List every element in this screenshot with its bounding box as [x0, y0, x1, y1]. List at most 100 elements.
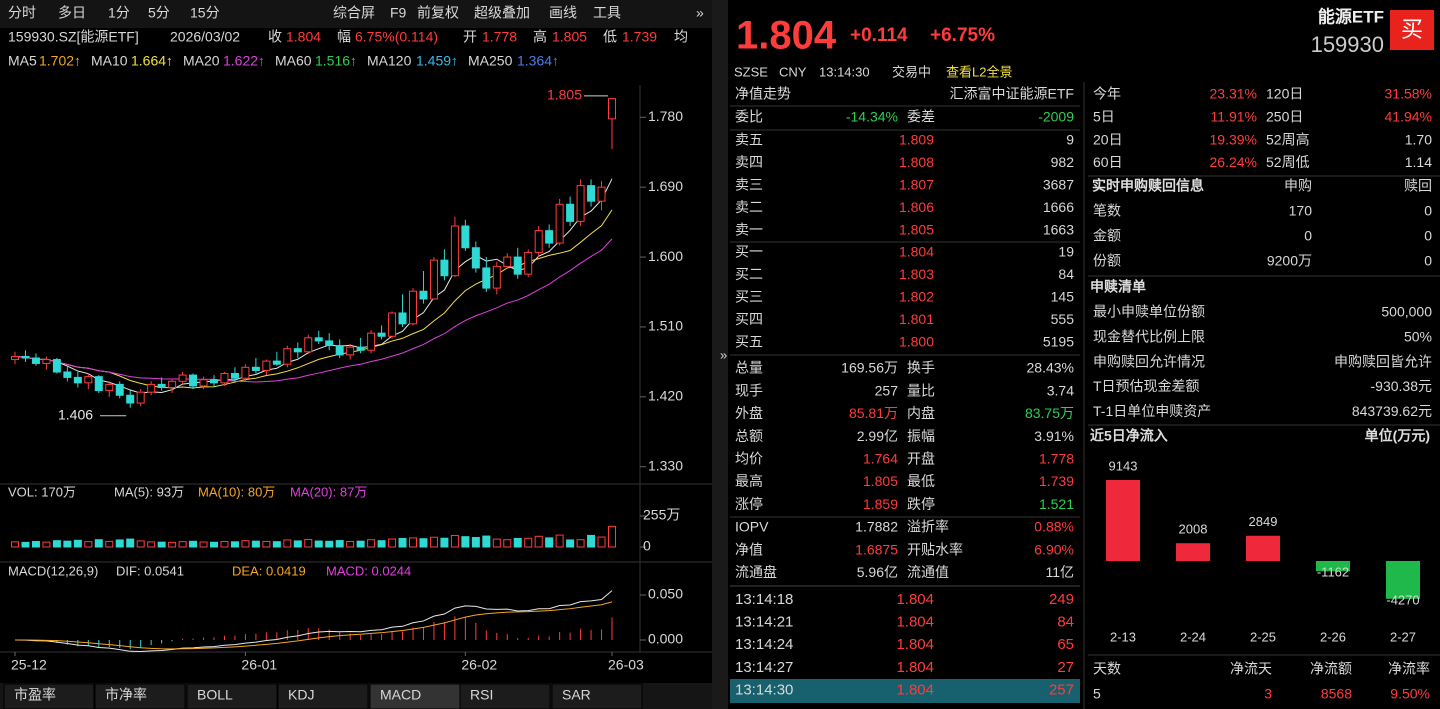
volume-bar	[178, 541, 187, 548]
flow-date: 2-27	[1390, 629, 1416, 644]
tool-button[interactable]: 超级叠加	[474, 5, 530, 21]
quote-range_label: 幅	[337, 29, 351, 45]
stat-label: 总量	[735, 360, 763, 376]
x-tick-label: 26-02	[461, 657, 497, 673]
volume-bar	[11, 541, 19, 548]
stat-label: 开贴水率	[907, 541, 963, 557]
volume-bar	[21, 541, 30, 548]
indicator-tab[interactable]: RSI	[470, 687, 493, 703]
indicator-tab[interactable]: BOLL	[197, 687, 233, 703]
volume-bar	[293, 540, 302, 548]
indicator-tab[interactable]: 市净率	[105, 687, 147, 703]
period-tab[interactable]: 15分	[190, 5, 220, 21]
sell-volume: 3687	[1043, 177, 1074, 193]
return-value: 31.58%	[1385, 86, 1432, 102]
buy-level: 买五	[735, 333, 763, 349]
trade-time: 13:14:21	[735, 614, 793, 631]
stat-label: 最低	[907, 473, 935, 489]
candle-body	[555, 203, 564, 244]
volume-bar	[42, 541, 51, 548]
return-label: 今年	[1093, 86, 1121, 102]
volume-bar	[555, 534, 564, 548]
tool-button[interactable]: 前复权	[417, 5, 459, 21]
period-tab[interactable]: 1分	[108, 5, 130, 21]
section-title: 申赎清单	[1090, 279, 1146, 295]
collapse-left[interactable]: »	[696, 5, 704, 21]
stat-value: 11亿	[1045, 564, 1074, 580]
stat-value: 0.88%	[1034, 519, 1074, 535]
candle-body	[304, 337, 313, 353]
return-label: 250日	[1266, 109, 1303, 125]
trade-time: 13:14:27	[735, 659, 793, 676]
tool-button[interactable]: 综合屏	[333, 5, 375, 21]
candle-body	[576, 185, 585, 222]
trade-price: 1.804	[896, 636, 934, 653]
candle-body	[199, 379, 208, 387]
period-tab[interactable]: 多日	[58, 5, 86, 21]
candle-body	[105, 383, 114, 392]
tool-button[interactable]: F9	[390, 5, 407, 21]
stat-value: 257	[875, 382, 899, 398]
ma-value: 1.516↑	[315, 53, 357, 69]
summary-value: 5	[1093, 686, 1101, 702]
ma-label: MA250	[468, 53, 513, 69]
change-pct: +6.75%	[930, 25, 995, 46]
trade-time: 13:14:24	[735, 636, 793, 653]
volume-bar	[587, 534, 596, 548]
indicator-tab[interactable]: 市盈率	[14, 687, 56, 703]
stat-value: 1.521	[1039, 496, 1074, 512]
indicator-tab[interactable]: SAR	[562, 687, 591, 703]
return-value: 19.39%	[1210, 131, 1257, 147]
candle-body	[115, 383, 124, 396]
candle-body	[220, 373, 229, 384]
vol-ma-label: MA(10): 80万	[198, 484, 275, 499]
return-value: 23.31%	[1210, 86, 1257, 102]
stat-value: 1.6875	[855, 541, 898, 557]
tab-bg	[277, 683, 369, 709]
candle-body	[157, 383, 166, 389]
security-name: 能源ETF	[1318, 6, 1384, 26]
sell-level: 卖三	[735, 177, 763, 193]
flow-label: 9143	[1109, 458, 1138, 473]
candle-body	[230, 373, 239, 379]
tool-button[interactable]: 工具	[593, 5, 621, 21]
tool-button[interactable]: 画线	[549, 5, 577, 21]
nav-title: 净值走势	[735, 86, 791, 102]
return-label: 120日	[1266, 86, 1303, 102]
stat-label: 溢折率	[907, 519, 949, 535]
volume-bar	[608, 525, 616, 548]
candle-body	[42, 359, 51, 364]
volume-bar	[524, 537, 533, 548]
period-tab[interactable]: 5分	[148, 5, 170, 21]
volume-bar	[147, 541, 156, 548]
macd-value: MACD: 0.0244	[326, 563, 411, 578]
trade-volume: 27	[1057, 659, 1074, 676]
buy-button[interactable]: 买	[1401, 17, 1423, 42]
row-value: -930.38元	[1371, 378, 1432, 394]
vol-title: VOL: 170万	[8, 484, 76, 499]
stat-value: 83.75万	[1025, 405, 1074, 421]
candle-body	[251, 366, 260, 371]
volume-bar	[450, 534, 459, 548]
candle-body	[566, 203, 575, 222]
summary-value: 8568	[1321, 686, 1352, 702]
candle-body	[262, 360, 271, 371]
trade-price: 1.804	[896, 681, 934, 698]
sell-price: 1.807	[899, 177, 934, 193]
y-tick-label: 0	[643, 538, 651, 554]
return-value: 41.94%	[1385, 109, 1432, 125]
collapse[interactable]: »	[720, 347, 727, 362]
volume-bar	[346, 541, 355, 548]
col-head: 赎回	[1404, 178, 1432, 194]
indicator-tab[interactable]: MACD	[380, 687, 421, 703]
quote-low_label: 低	[603, 29, 617, 45]
indicator-tab[interactable]: KDJ	[288, 687, 314, 703]
period-tab[interactable]: 分时	[8, 5, 36, 21]
volume-bar	[419, 538, 428, 548]
l2-link[interactable]: 查看L2全景	[946, 64, 1012, 79]
volume-bar	[210, 541, 218, 548]
volume-bar	[461, 536, 470, 548]
stat-value: 169.56万	[841, 360, 898, 376]
volume-bar	[314, 540, 323, 548]
fund-name: 汇添富中证能源ETF	[950, 86, 1074, 102]
